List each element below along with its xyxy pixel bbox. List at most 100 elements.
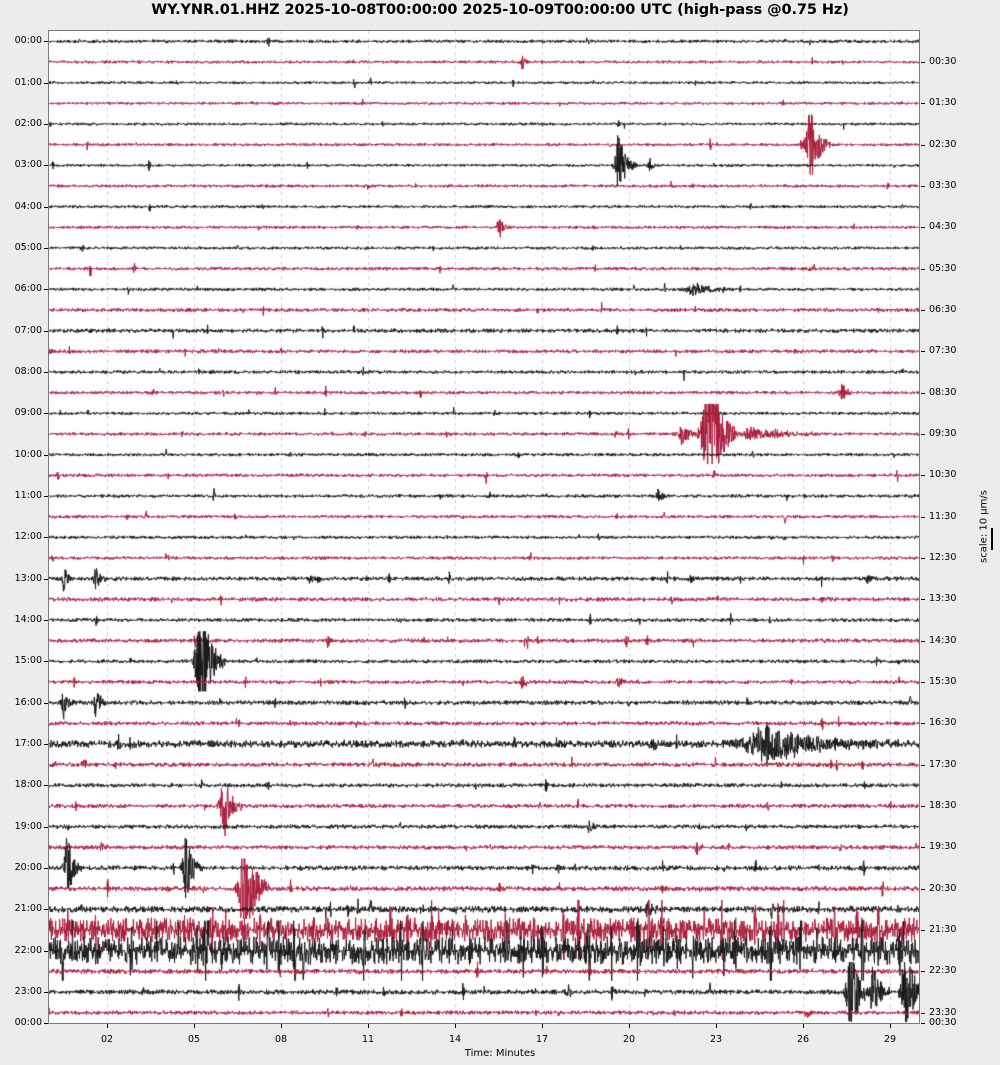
y-tick-mark-right [921,227,925,229]
y-tick-label-right: 21:30 [929,924,957,935]
x-tick-mark [629,1024,630,1028]
y-tick-mark-right [921,62,925,63]
y-tick-mark-right [921,186,925,187]
x-tick-label: 20 [622,1034,636,1045]
y-tick-label-right: 08:30 [929,386,957,398]
x-tick-label: 05 [187,1034,201,1045]
y-tick-mark-left [44,744,48,745]
y-tick-label-right: 19:30 [929,841,957,853]
y-tick-mark-right [921,351,925,353]
y-tick-label-left: 05:00 [14,242,42,253]
y-tick-mark-left [44,661,48,663]
y-tick-mark-left [44,372,48,373]
y-tick-mark-left [44,413,48,415]
y-tick-mark-right [921,268,925,270]
y-tick-mark-left [44,124,48,125]
scale-label: scale: 10 µm/s [978,490,990,563]
y-tick-label-left: 19:00 [14,820,42,832]
y-tick-mark-right [921,434,925,435]
y-tick-label-left: 20:00 [14,862,42,873]
y-tick-mark-right [921,103,925,105]
y-tick-mark-right [921,599,925,601]
y-tick-label-right: 11:30 [929,510,957,522]
x-axis-title: Time: Minutes [464,1048,536,1059]
y-tick-label-right: 02:30 [929,138,957,150]
y-tick-mark-right [921,640,925,642]
y-tick-label-right: 17:30 [929,758,957,770]
x-tick-label: 17 [535,1034,549,1045]
y-tick-label-left: 15:00 [14,655,42,667]
y-tick-mark-left [44,785,48,787]
y-tick-label-left: 14:00 [14,614,42,625]
y-tick-mark-left [44,41,48,43]
y-tick-label-left: 08:00 [14,366,42,377]
y-tick-label-left: 17:00 [14,738,42,749]
y-tick-label-left: 18:00 [14,779,42,791]
x-tick-mark [716,1024,717,1028]
y-tick-label-right: 18:30 [929,800,957,811]
seismogram-canvas [49,31,919,1023]
y-tick-mark-right [921,723,925,725]
y-tick-label-left: 09:00 [14,407,42,419]
y-tick-mark-right [921,888,925,890]
y-tick-mark-right [921,1023,925,1024]
y-tick-mark-right [921,930,925,931]
y-tick-mark-left [44,992,48,993]
x-tick-label: 11 [361,1034,375,1045]
x-tick-mark [803,1024,804,1028]
y-tick-mark-left [44,330,48,332]
y-tick-mark-right [921,971,925,973]
y-tick-mark-left [44,206,48,208]
y-tick-mark-right [921,806,925,807]
y-tick-label-right: 23:30 [929,1006,957,1018]
y-tick-mark-left [44,909,48,911]
y-tick-label-left: 11:00 [14,490,42,501]
y-tick-label-right: 15:30 [929,676,957,687]
y-tick-label-left: 00:00 [14,35,42,47]
x-tick-label: 08 [274,1034,288,1045]
y-tick-mark-left [44,826,48,828]
x-tick-label: 14 [448,1034,462,1045]
x-tick-mark [194,1024,195,1028]
y-tick-label-left: 03:00 [14,159,42,171]
y-tick-mark-right [921,475,925,477]
y-tick-label-right: 16:30 [929,717,957,729]
y-tick-mark-right [921,764,925,766]
y-tick-label-left: 12:00 [14,531,42,543]
y-tick-label-right: 06:30 [929,304,957,315]
x-tick-mark [368,1024,369,1028]
y-tick-label-left: 02:00 [14,118,42,129]
y-tick-mark-right [921,310,925,311]
y-tick-label-right: 05:30 [929,262,957,274]
y-tick-label-left: 07:00 [14,324,42,336]
y-tick-label-right: 12:30 [929,552,957,563]
y-tick-mark-right [921,847,925,849]
x-tick-mark [542,1024,543,1028]
x-tick-mark [455,1024,456,1028]
y-tick-label-right: 22:30 [929,965,957,977]
y-tick-label-left: 16:00 [14,696,42,708]
y-tick-label-right: 14:30 [929,634,957,646]
y-tick-label-left: 01:00 [14,76,42,88]
y-tick-mark-right [921,1012,925,1014]
x-tick-label: 02 [100,1034,114,1045]
x-tick-label: 29 [883,1034,897,1045]
x-tick-label: 23 [709,1034,723,1045]
y-tick-label-right: 20:30 [929,882,957,894]
page-title: WY.YNR.01.HHZ 2025-10-08T00:00:00 2025-1… [151,2,849,18]
y-tick-label-right: 13:30 [929,593,957,605]
y-tick-mark-left [44,82,48,84]
y-tick-label-right: 00:30 [929,1017,957,1028]
y-tick-mark-left [44,165,48,167]
y-tick-label-left: 04:00 [14,200,42,212]
y-tick-label-left: 22:00 [14,944,42,956]
y-tick-label-right: 09:30 [929,428,957,439]
y-tick-label-left: 00:00 [14,1017,42,1028]
y-tick-label-left: 23:00 [14,986,42,997]
plot-area[interactable] [48,30,920,1024]
y-tick-mark-right [921,392,925,394]
y-tick-mark-left [44,950,48,952]
y-tick-label-left: 06:00 [14,283,42,295]
y-tick-label-left: 21:00 [14,903,42,915]
